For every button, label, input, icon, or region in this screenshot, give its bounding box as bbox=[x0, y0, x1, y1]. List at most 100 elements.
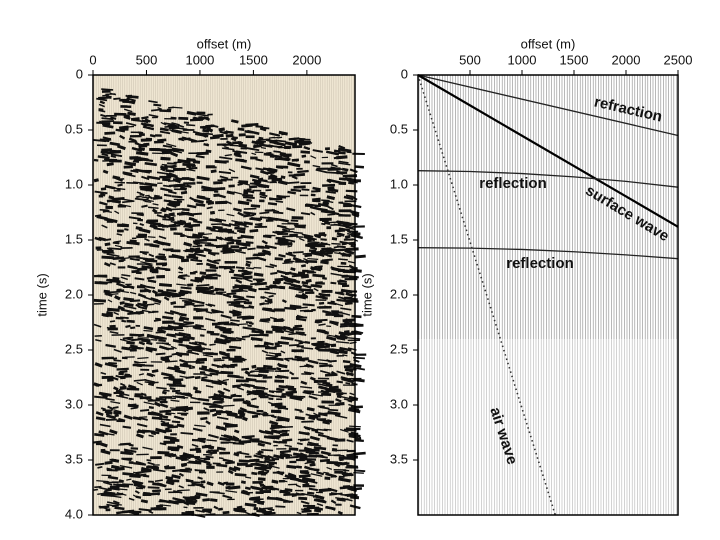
wiggle bbox=[207, 251, 220, 255]
wiggle bbox=[223, 404, 235, 407]
wiggle bbox=[320, 260, 329, 265]
wiggle bbox=[178, 290, 189, 296]
wiggle bbox=[198, 195, 211, 201]
wiggle bbox=[191, 164, 197, 168]
wiggle bbox=[311, 428, 319, 432]
wiggle bbox=[152, 196, 163, 200]
wiggle bbox=[195, 247, 201, 252]
wiggle bbox=[301, 280, 309, 285]
wiggle bbox=[177, 407, 187, 413]
wiggle bbox=[129, 291, 137, 295]
wiggle bbox=[205, 262, 217, 268]
wiggle bbox=[291, 493, 297, 498]
wiggle bbox=[330, 266, 336, 270]
wiggle bbox=[159, 130, 171, 135]
wiggle bbox=[181, 464, 186, 468]
wiggle bbox=[209, 135, 220, 140]
wiggle bbox=[221, 223, 232, 228]
wiggle bbox=[142, 252, 148, 256]
wiggle bbox=[160, 156, 171, 161]
wiggle bbox=[298, 474, 311, 478]
wiggle bbox=[288, 343, 300, 347]
wiggle bbox=[253, 411, 263, 416]
wiggle bbox=[251, 471, 258, 476]
wiggle bbox=[218, 350, 226, 355]
wiggle bbox=[295, 484, 302, 488]
wiggle bbox=[225, 336, 237, 340]
wiggle bbox=[102, 94, 110, 97]
wiggle bbox=[146, 465, 160, 470]
wiggle bbox=[328, 178, 342, 184]
wiggle bbox=[314, 431, 324, 435]
wiggle bbox=[187, 349, 193, 352]
wiggle bbox=[338, 151, 346, 155]
wiggle bbox=[290, 272, 302, 277]
y-tick-label: 3.0 bbox=[65, 396, 83, 411]
wiggle bbox=[203, 457, 211, 461]
wiggle bbox=[118, 387, 127, 391]
wiggle bbox=[213, 259, 221, 263]
wiggle bbox=[143, 122, 155, 128]
wiggle bbox=[338, 144, 346, 150]
wiggle bbox=[238, 323, 248, 326]
wiggle bbox=[234, 429, 240, 434]
wiggle bbox=[209, 218, 223, 223]
wiggle bbox=[287, 245, 293, 248]
wiggle bbox=[147, 486, 160, 489]
wiggle bbox=[342, 223, 352, 227]
wiggle bbox=[109, 149, 122, 155]
wiggle bbox=[301, 476, 316, 483]
wiggle bbox=[328, 408, 339, 412]
wiggle bbox=[337, 221, 344, 226]
wiggle bbox=[339, 202, 351, 205]
wiggle bbox=[245, 260, 252, 264]
wiggle bbox=[343, 330, 350, 334]
wiggle bbox=[294, 408, 303, 412]
wiggle bbox=[238, 143, 248, 148]
wiggle bbox=[152, 203, 159, 206]
wiggle bbox=[133, 510, 142, 514]
wiggle bbox=[242, 213, 251, 218]
wiggle bbox=[165, 480, 175, 486]
wiggle bbox=[267, 401, 273, 405]
wiggle bbox=[331, 237, 338, 241]
wiggle bbox=[313, 498, 327, 504]
wiggle bbox=[210, 169, 217, 174]
wiggle bbox=[190, 481, 201, 484]
wiggle bbox=[258, 450, 264, 454]
wiggle bbox=[106, 253, 120, 258]
wiggle bbox=[160, 166, 166, 172]
wiggle bbox=[284, 141, 298, 147]
wiggle bbox=[154, 292, 168, 297]
wiggle bbox=[264, 291, 277, 295]
wiggle bbox=[232, 309, 242, 314]
wiggle bbox=[136, 423, 148, 428]
wiggle bbox=[137, 333, 145, 338]
wiggle bbox=[257, 387, 269, 390]
wiggle bbox=[349, 174, 358, 178]
wiggle bbox=[287, 472, 297, 478]
wiggle bbox=[259, 193, 268, 198]
wiggle bbox=[108, 290, 121, 294]
wiggle bbox=[298, 237, 305, 242]
wiggle bbox=[263, 364, 273, 369]
wiggle bbox=[173, 232, 183, 236]
wiggle bbox=[235, 279, 243, 284]
event-line bbox=[417, 247, 679, 260]
wiggle bbox=[222, 249, 235, 254]
wiggle bbox=[107, 487, 120, 491]
wiggle bbox=[309, 463, 316, 467]
wiggle bbox=[226, 292, 237, 296]
wiggle bbox=[233, 298, 245, 301]
wiggle bbox=[137, 131, 144, 134]
wiggle bbox=[253, 180, 262, 184]
wiggle bbox=[109, 429, 118, 435]
wiggle bbox=[145, 220, 157, 226]
wiggle bbox=[313, 287, 319, 292]
wiggle bbox=[301, 188, 310, 191]
wiggle bbox=[330, 272, 342, 277]
wiggle bbox=[190, 258, 203, 263]
wiggle bbox=[317, 202, 329, 208]
wiggle bbox=[205, 317, 216, 322]
wiggle bbox=[348, 180, 355, 185]
